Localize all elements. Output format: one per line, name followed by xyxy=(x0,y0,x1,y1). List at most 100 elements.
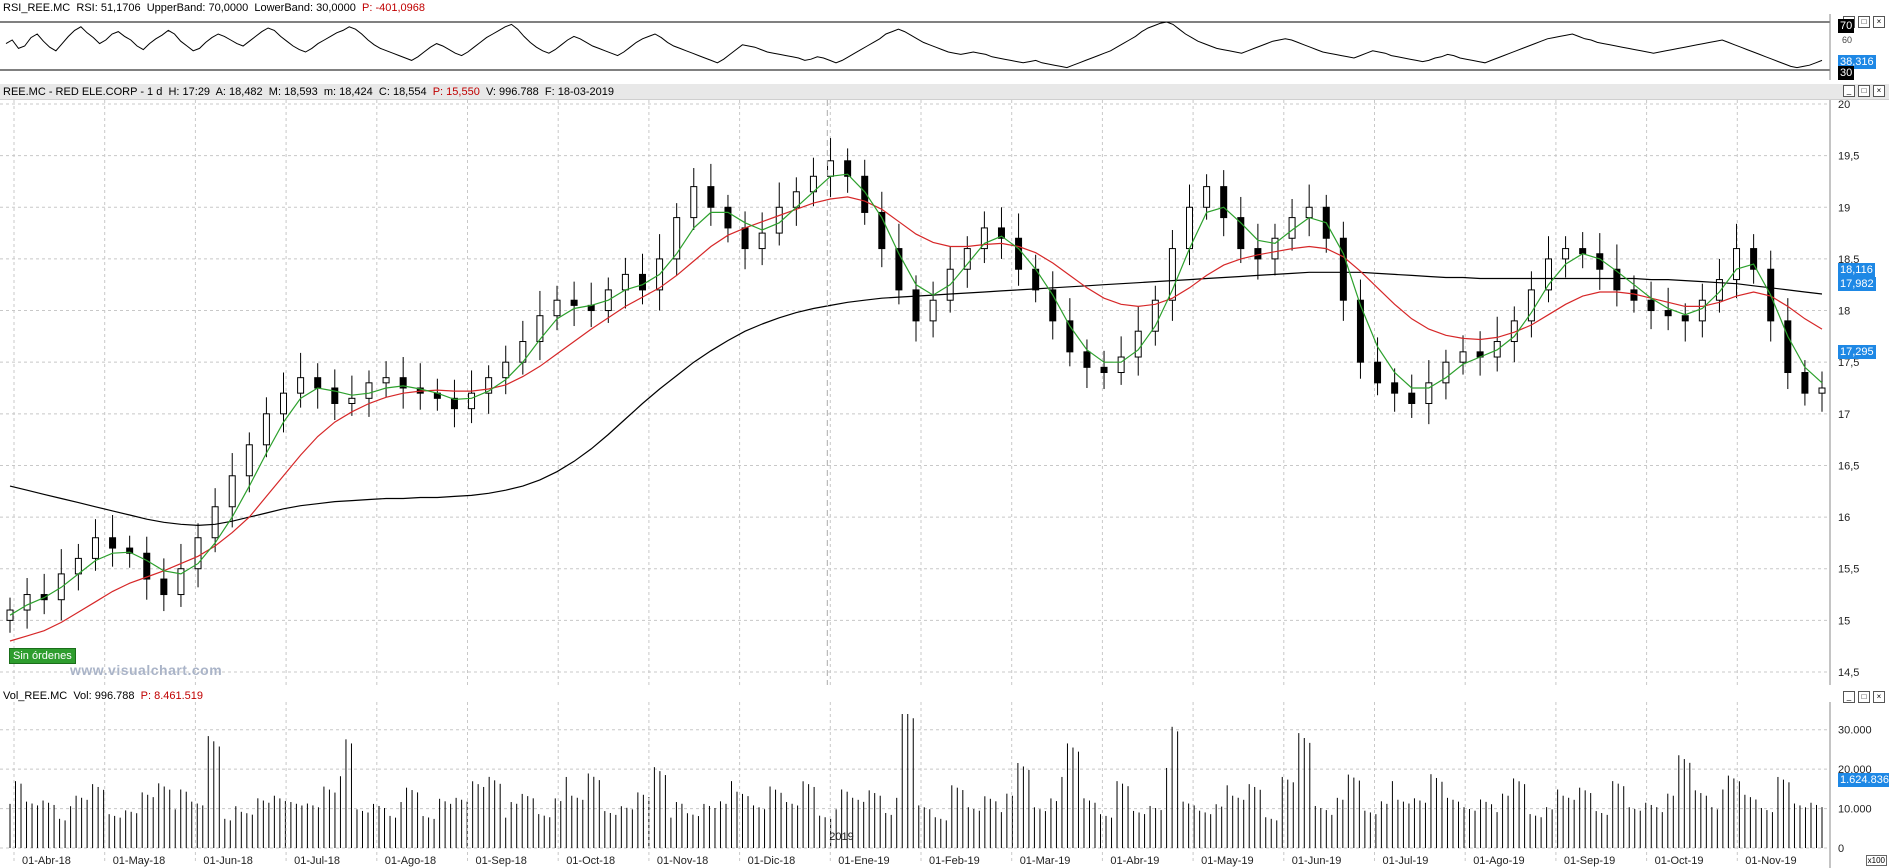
candle-body xyxy=(382,377,390,384)
close-icon[interactable]: × xyxy=(1873,691,1885,703)
candle-body xyxy=(1442,361,1450,384)
candle-body xyxy=(1391,382,1399,394)
candle-body xyxy=(1425,382,1433,404)
vol-value: Vol: 996.788 xyxy=(73,690,135,702)
candle-body xyxy=(297,377,305,394)
candle-body xyxy=(844,160,852,177)
candle-body xyxy=(502,361,510,379)
x-tick-label: 01-Ago-18 xyxy=(385,855,436,867)
candle-body xyxy=(997,227,1005,239)
vol-tag: 1.624.836 xyxy=(1838,773,1889,787)
x-tick-label: 01-Nov-18 xyxy=(657,855,708,867)
x-tick-label: 01-Jul-19 xyxy=(1383,855,1429,867)
candle-body xyxy=(331,387,339,404)
x-tick-label: 01-Abr-19 xyxy=(1110,855,1159,867)
candle-body xyxy=(1681,315,1689,322)
price-window-buttons: _ □ × xyxy=(1843,85,1885,97)
candle-body xyxy=(963,248,971,270)
rsi-chart xyxy=(0,14,1831,80)
candle-body xyxy=(194,537,202,570)
vol-window-buttons: _ □ × xyxy=(1843,691,1885,703)
maximize-icon[interactable]: □ xyxy=(1858,85,1870,97)
price-tag-1: 18,116 xyxy=(1838,263,1875,277)
candle-body xyxy=(211,506,219,539)
candle-body xyxy=(536,315,544,343)
close-icon[interactable]: × xyxy=(1873,85,1885,97)
candle-body xyxy=(143,552,151,580)
vol-ytick-label: 10.000 xyxy=(1838,804,1872,816)
rsi-upper: UpperBand: 70,0000 xyxy=(146,2,249,14)
rsi-tag-70: 70 xyxy=(1838,19,1855,33)
candle-body xyxy=(365,382,373,399)
candle-body xyxy=(1203,186,1211,208)
price-mm: m: 18,424 xyxy=(323,86,373,98)
price-ytick-label: 18 xyxy=(1838,306,1850,318)
candle-body xyxy=(399,377,407,389)
candle-body xyxy=(1083,351,1091,368)
x-tick-label: 01-Feb-19 xyxy=(929,855,980,867)
candle-body xyxy=(1066,320,1074,353)
vol-ytick-label: 30.000 xyxy=(1838,725,1872,737)
scale-corner[interactable]: x100 xyxy=(1865,855,1887,866)
candle-body xyxy=(980,227,988,250)
candle-body xyxy=(895,248,903,291)
price-chart: 20 19,5 19 18,5 18 17,5 17 16,5 16 15,5 15 14,5 xyxy=(0,100,1859,685)
price-ytick-label: 16 xyxy=(1838,512,1850,524)
x-tick-label: 01-May-18 xyxy=(113,855,166,867)
x-tick-label: 01-Sep-19 xyxy=(1564,855,1615,867)
candle-body xyxy=(724,206,732,229)
rsi-header: RSI_REE.MC RSI: 51,1706 UpperBand: 70,00… xyxy=(3,1,425,15)
rsi-symbol: RSI_REE.MC xyxy=(3,2,71,14)
rsi-tag-30: 30 xyxy=(1838,66,1855,80)
candle-body xyxy=(468,392,476,410)
candle-body xyxy=(1237,217,1245,250)
candle-body xyxy=(1613,268,1621,291)
close-icon[interactable]: × xyxy=(1873,16,1885,28)
maximize-icon[interactable]: □ xyxy=(1858,16,1870,28)
candle-body xyxy=(929,299,937,322)
candle-body xyxy=(690,186,698,219)
candle-body xyxy=(553,299,561,317)
year-label: 2019 xyxy=(829,831,853,843)
price-symbol: REE.MC - RED ELE.CORP - 1 d xyxy=(3,86,163,98)
candle-body xyxy=(109,537,117,549)
vol-symbol: Vol_REE.MC xyxy=(3,690,68,702)
candle-body xyxy=(570,299,578,306)
candle-body xyxy=(1151,299,1159,332)
candle-body xyxy=(1698,299,1706,322)
candle-body xyxy=(1733,248,1741,281)
sin-ordenes-badge[interactable]: Sin órdenes xyxy=(9,648,76,664)
candle-body xyxy=(1818,387,1826,394)
price-ytick-label: 20 xyxy=(1838,100,1850,111)
candle-body xyxy=(1459,351,1467,363)
rsi-tag-value: 38,316 xyxy=(1838,55,1876,69)
price-c: C: 18,554 xyxy=(378,86,427,98)
rsi-pane: RSI_REE.MC RSI: 51,1706 UpperBand: 70,00… xyxy=(0,0,1889,80)
price-tag-2: 17,982 xyxy=(1838,277,1876,291)
x-tick-label: 01-Dic-18 xyxy=(748,855,796,867)
minimize-icon[interactable]: _ xyxy=(1843,85,1855,97)
price-m: M: 18,593 xyxy=(268,86,318,98)
rsi-tag-60: 60 xyxy=(1842,35,1853,45)
maximize-icon[interactable]: □ xyxy=(1858,691,1870,703)
candle-body xyxy=(1544,258,1552,291)
candle-body xyxy=(1750,248,1758,270)
candle-body xyxy=(91,537,99,559)
x-tick-label: 01-Sep-18 xyxy=(476,855,527,867)
candle-body xyxy=(1356,299,1364,363)
ma-mid-line xyxy=(9,196,1823,642)
price-v: V: 996.788 xyxy=(485,86,539,98)
candle-body xyxy=(1015,237,1023,270)
minimize-icon[interactable]: _ xyxy=(1843,691,1855,703)
candle-body xyxy=(177,568,185,596)
price-ytick-label: 17,5 xyxy=(1838,357,1859,369)
candle-body xyxy=(638,273,646,291)
candle-body xyxy=(1408,392,1416,404)
candle-body xyxy=(228,475,236,508)
candle-body xyxy=(1271,237,1279,260)
x-tick-label: 01-Abr-18 xyxy=(22,855,71,867)
candle-body xyxy=(1784,320,1792,374)
candle-body xyxy=(827,160,835,177)
price-ytick-label: 19,5 xyxy=(1838,151,1859,163)
candle-body xyxy=(878,211,886,250)
